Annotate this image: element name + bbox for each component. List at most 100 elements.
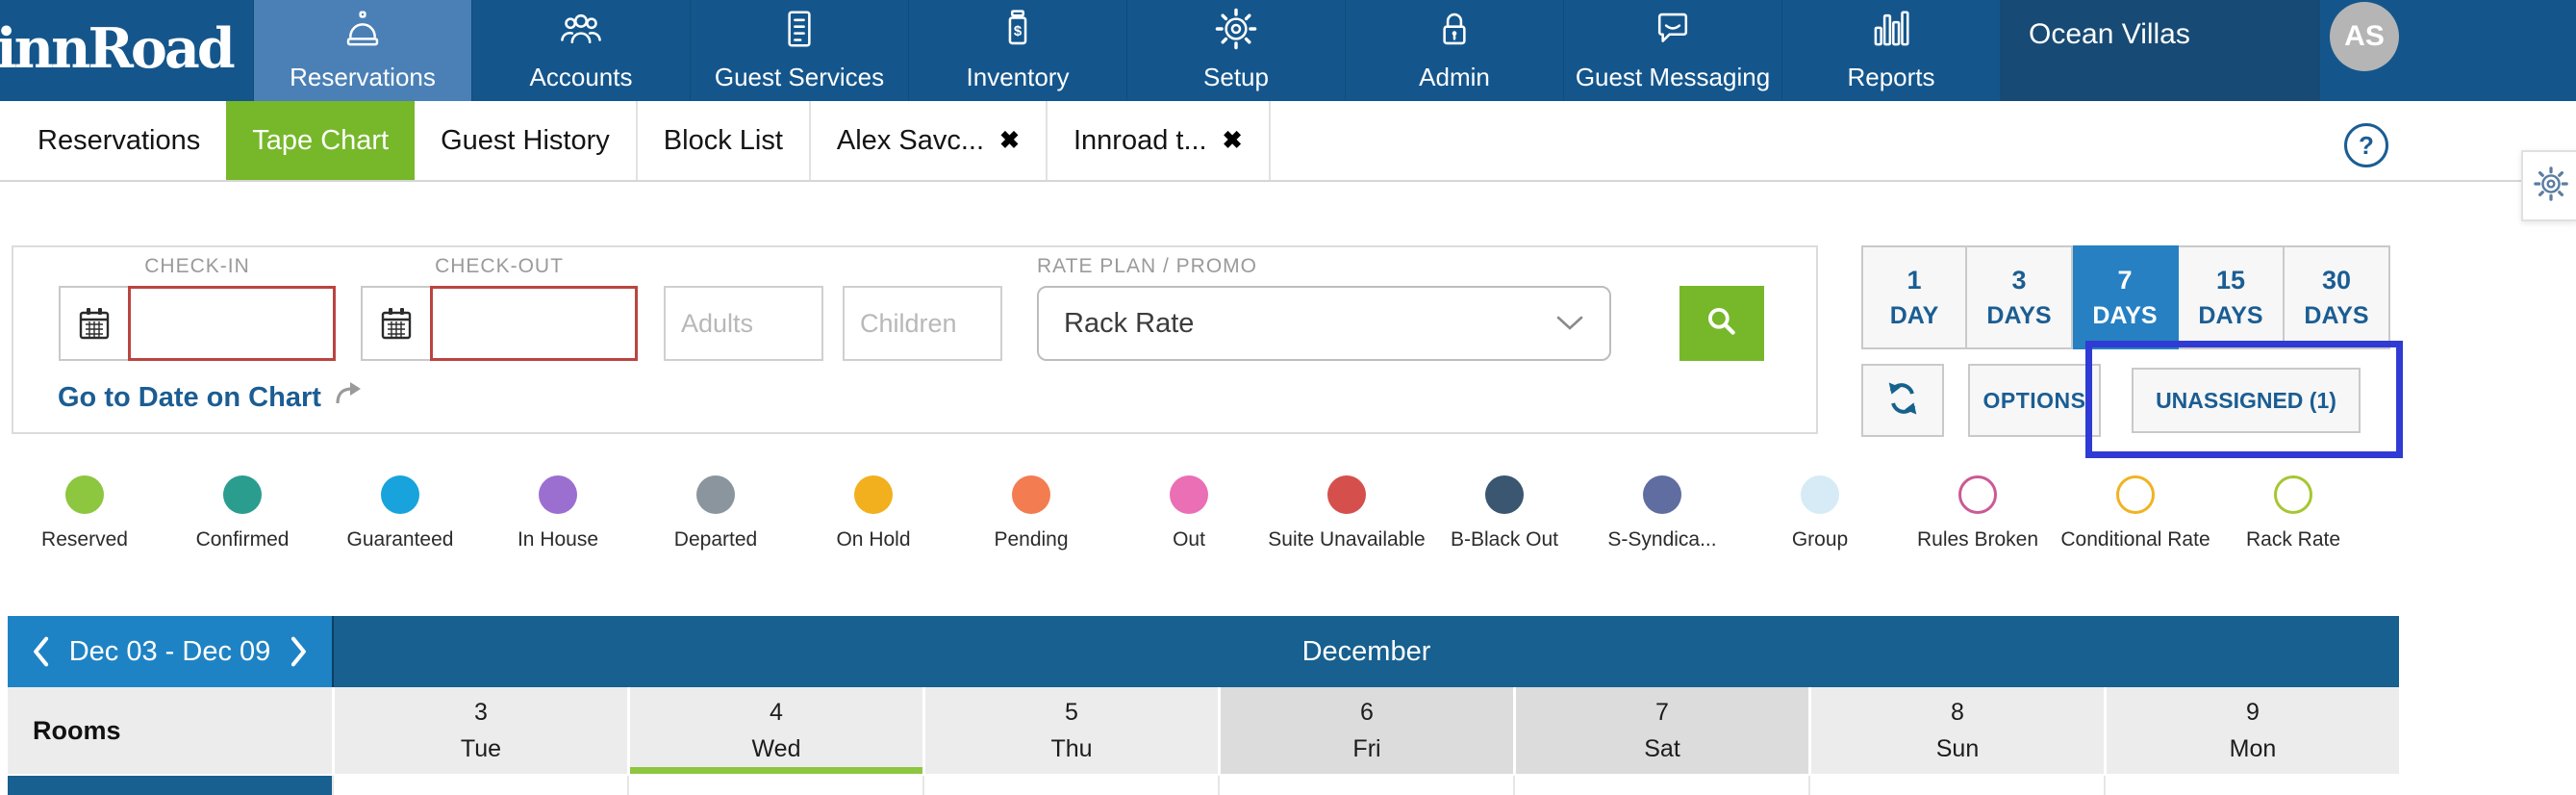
legend-item: Rules Broken	[1899, 475, 2057, 552]
lock-icon	[1432, 7, 1477, 56]
day-column-header: 7 Sat	[1513, 687, 1808, 774]
people-icon	[559, 7, 603, 56]
legend-item: Suite Unavailable	[1268, 475, 1426, 552]
legend-item: Departed	[637, 475, 795, 552]
tab-reservations[interactable]: Reservations	[38, 124, 201, 156]
room-group-row-cells	[332, 776, 2399, 795]
grid-cell[interactable]	[1513, 776, 1808, 795]
legend-item: Reserved	[6, 475, 164, 552]
status-dot-group	[1801, 475, 1839, 514]
check-out-input[interactable]	[430, 286, 638, 361]
bell-icon	[341, 7, 385, 56]
legend-item: In House	[479, 475, 637, 552]
close-icon[interactable]: ✖	[999, 127, 1020, 154]
tab-guest-history[interactable]: Guest History	[415, 101, 638, 180]
go-to-date-link[interactable]: Go to Date on Chart	[58, 380, 364, 415]
tab-alex-savc[interactable]: Alex Savc... ✖	[811, 101, 1048, 180]
close-icon[interactable]: ✖	[1222, 127, 1243, 154]
day-column-header: 9 Mon	[2104, 687, 2399, 774]
nav-item-admin[interactable]: Admin	[1345, 0, 1563, 101]
chat-bubble-icon	[1651, 7, 1695, 56]
settings-flyout-tab[interactable]	[2521, 150, 2576, 221]
range-30-days-button[interactable]: 30 DAYS	[2285, 245, 2390, 349]
legend-item: On Hold	[795, 475, 952, 552]
room-group-row	[8, 776, 332, 795]
legend-item: Conditional Rate	[2057, 475, 2214, 552]
grid-cell[interactable]	[332, 776, 627, 795]
top-nav-bar: innRoad Reservations Accounts	[0, 0, 2576, 101]
adults-input[interactable]	[664, 286, 823, 361]
unassigned-button[interactable]: UNASSIGNED (1)	[2132, 368, 2361, 433]
nav-item-label: Accounts	[529, 63, 633, 91]
gear-icon	[1214, 7, 1258, 56]
grid-cell[interactable]	[1218, 776, 1513, 795]
grid-cell[interactable]	[1808, 776, 2104, 795]
nav-item-label: Guest Services	[714, 63, 885, 91]
user-avatar[interactable]: AS	[2330, 2, 2399, 71]
rooms-column-header: Rooms	[8, 687, 332, 774]
clipboard-icon	[777, 7, 821, 56]
legend-item: Pending	[952, 475, 1110, 552]
status-legend: Reserved Confirmed Guaranteed In House D…	[6, 475, 2372, 552]
status-dot-suite-unavailable	[1327, 475, 1366, 514]
refresh-button[interactable]	[1861, 364, 1944, 437]
day-range-group: 1 DAY 3 DAYS 7 DAYS 15 DAYS 30 DAYS	[1861, 245, 2390, 349]
grid-cell[interactable]	[2104, 776, 2399, 795]
nav-item-label: Inventory	[966, 63, 1070, 91]
help-icon[interactable]: ?	[2344, 123, 2388, 167]
nav-item-accounts[interactable]: Accounts	[471, 0, 690, 101]
check-in-input[interactable]	[128, 286, 336, 361]
calendar-icon[interactable]	[59, 286, 128, 361]
search-icon	[1702, 302, 1742, 346]
legend-item: Rack Rate	[2214, 475, 2372, 552]
grid-cell[interactable]	[922, 776, 1218, 795]
range-7-days-button[interactable]: 7 DAYS	[2073, 245, 2179, 349]
nav-item-inventory[interactable]: $ Inventory	[908, 0, 1126, 101]
tab-innroad-t[interactable]: Innroad t... ✖	[1048, 101, 1271, 180]
status-dot-on-hold	[854, 475, 893, 514]
search-button[interactable]	[1679, 286, 1764, 361]
share-arrow-icon	[333, 380, 364, 415]
calendar-icon[interactable]	[361, 286, 430, 361]
rate-plan-select[interactable]: Rack Rate	[1037, 286, 1611, 361]
legend-item: S-Syndica...	[1583, 475, 1741, 552]
status-dot-black-out	[1485, 475, 1524, 514]
money-jar-icon: $	[996, 7, 1040, 56]
date-range-label: Dec 03 - Dec 09	[68, 635, 271, 667]
tab-tape-chart[interactable]: Tape Chart	[226, 101, 416, 180]
rate-plan-label: RATE PLAN / PROMO	[1037, 255, 1257, 277]
rate-plan-value: Rack Rate	[1064, 307, 1195, 339]
range-1-day-button[interactable]: 1 DAY	[1861, 245, 1967, 349]
nav-item-setup[interactable]: Setup	[1126, 0, 1345, 101]
nav-item-label: Setup	[1203, 63, 1269, 91]
chevron-left-icon[interactable]	[29, 635, 52, 668]
children-input[interactable]	[843, 286, 1002, 361]
grid-cell[interactable]	[627, 776, 922, 795]
status-dot-out	[1170, 475, 1208, 514]
range-15-days-button[interactable]: 15 DAYS	[2179, 245, 2285, 349]
nav-item-guest-services[interactable]: Guest Services	[690, 0, 908, 101]
check-in-field	[59, 286, 336, 361]
range-3-days-button[interactable]: 3 DAYS	[1967, 245, 2073, 349]
nav-item-reports[interactable]: Reports	[1781, 0, 2000, 101]
gear-icon	[2533, 166, 2569, 207]
status-ring-conditional-rate	[2116, 475, 2155, 514]
property-selector[interactable]: Ocean Villas	[2000, 0, 2320, 101]
status-dot-pending	[1012, 475, 1050, 514]
options-button[interactable]: OPTIONS	[1968, 364, 2101, 437]
nav-item-reservations[interactable]: Reservations	[253, 0, 471, 101]
sub-tab-bar: Reservations Tape Chart Guest History Bl…	[0, 101, 2576, 182]
status-dot-confirmed	[223, 475, 262, 514]
status-dot-in-house	[539, 475, 577, 514]
refresh-icon	[1881, 377, 1924, 424]
day-column-header-today: 4 Wed	[627, 687, 922, 774]
chevron-right-icon[interactable]	[288, 635, 311, 668]
nav-item-label: Guest Messaging	[1575, 63, 1771, 91]
legend-item: Group	[1741, 475, 1899, 552]
status-dot-guaranteed	[381, 475, 419, 514]
tab-block-list[interactable]: Block List	[638, 101, 811, 180]
bar-chart-icon	[1869, 7, 1913, 56]
nav-item-guest-messaging[interactable]: Guest Messaging	[1563, 0, 1781, 101]
nav-item-label: Reports	[1847, 63, 1935, 91]
